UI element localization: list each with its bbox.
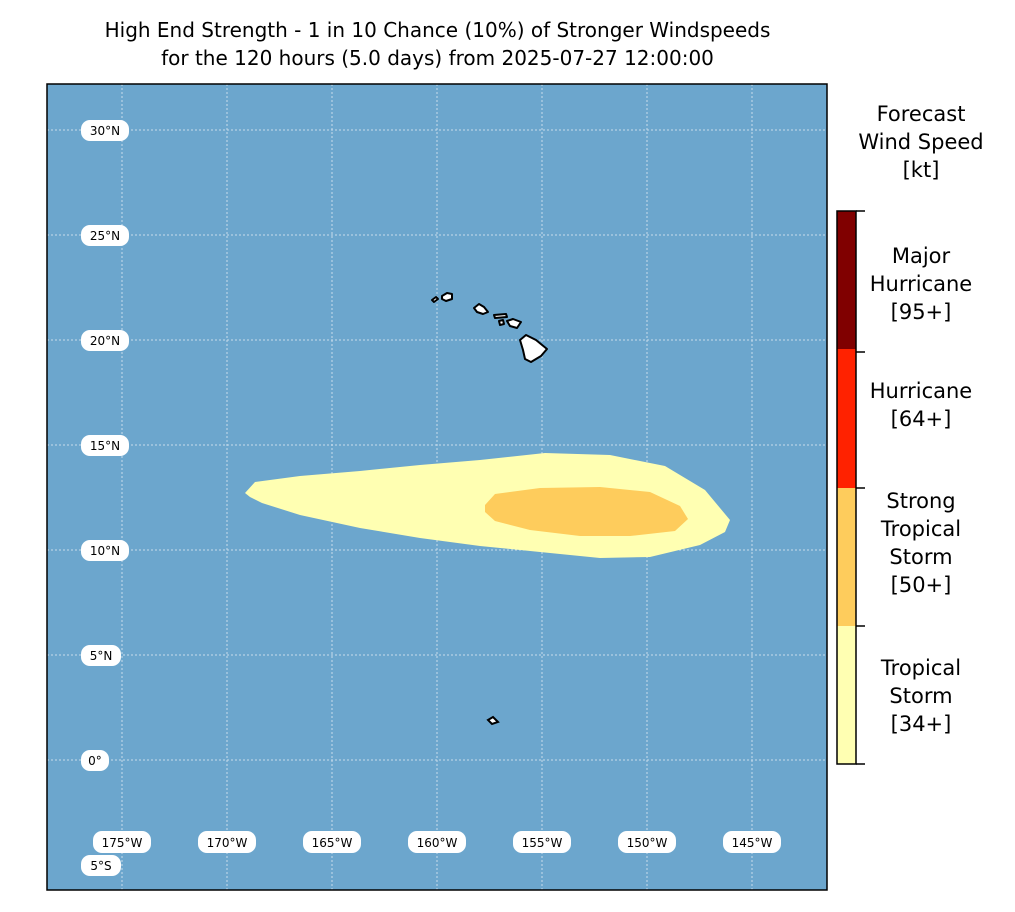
longitude-labels: 175°W 170°W 165°W 160°W 155°W 150°W 145°… bbox=[93, 831, 781, 853]
svg-text:5°N: 5°N bbox=[90, 649, 113, 663]
colorbar-label-strong-tropical-storm: Strong Tropical Storm [50+] bbox=[850, 487, 992, 599]
label-line: Major bbox=[891, 244, 951, 268]
svg-text:150°W: 150°W bbox=[627, 836, 668, 850]
lat-label-5n: 5°N bbox=[81, 645, 121, 666]
latitude-labels: 30°N 25°N 20°N 15°N 10°N 5°N 0° 5°S bbox=[81, 120, 129, 876]
island-maui bbox=[506, 318, 522, 329]
svg-text:175°W: 175°W bbox=[102, 836, 143, 850]
svg-text:0°: 0° bbox=[88, 754, 102, 768]
lat-label-25n: 25°N bbox=[81, 225, 129, 246]
hawaiian-islands bbox=[431, 292, 548, 363]
lat-label-30n: 30°N bbox=[81, 120, 129, 141]
colorbar-segment-hurricane bbox=[837, 349, 856, 488]
svg-text:155°W: 155°W bbox=[522, 836, 563, 850]
lat-label-5s: 5°S bbox=[81, 855, 121, 876]
island-niihau bbox=[431, 296, 439, 303]
label-line: Tropical bbox=[880, 517, 962, 541]
equatorial-island bbox=[486, 715, 500, 726]
svg-text:170°W: 170°W bbox=[207, 836, 248, 850]
colorbar-label-tropical-storm: Tropical Storm [34+] bbox=[850, 654, 992, 738]
title-line-2: for the 120 hours (5.0 days) from 2025-0… bbox=[161, 46, 714, 70]
svg-text:20°N: 20°N bbox=[90, 334, 120, 348]
colorbar-segment-tropical-storm bbox=[837, 626, 856, 764]
svg-text:30°N: 30°N bbox=[90, 124, 120, 138]
gridlines bbox=[47, 84, 827, 890]
label-line: Hurricane bbox=[869, 272, 973, 296]
island-molokai bbox=[493, 313, 508, 319]
label-line: Storm bbox=[889, 684, 953, 708]
lon-label-145w: 145°W bbox=[723, 831, 781, 853]
map-frame bbox=[46, 83, 828, 891]
colorbar-ticks bbox=[856, 210, 865, 765]
label-line: Storm bbox=[889, 545, 953, 569]
lon-label-155w: 155°W bbox=[513, 831, 571, 853]
colorbar bbox=[836, 210, 865, 765]
label-line: [34+] bbox=[890, 712, 952, 736]
lon-label-160w: 160°W bbox=[408, 831, 466, 853]
colorbar-segment-major-hurricane bbox=[837, 211, 856, 349]
colorbar-label-hurricane: Hurricane [64+] bbox=[850, 377, 992, 433]
lat-label-10n: 10°N bbox=[81, 540, 129, 561]
svg-text:5°S: 5°S bbox=[90, 859, 111, 873]
island-oahu bbox=[473, 303, 489, 315]
svg-text:145°W: 145°W bbox=[732, 836, 773, 850]
label-line: Tropical bbox=[880, 656, 962, 680]
colorbar-label-major-hurricane: Major Hurricane [95+] bbox=[850, 242, 992, 326]
label-line: [95+] bbox=[890, 300, 952, 324]
island-kauai bbox=[441, 292, 453, 302]
svg-text:165°W: 165°W bbox=[312, 836, 353, 850]
title-line-1: High End Strength - 1 in 10 Chance (10%)… bbox=[104, 18, 771, 42]
svg-text:10°N: 10°N bbox=[90, 544, 120, 558]
svg-text:25°N: 25°N bbox=[90, 229, 120, 243]
label-line: Hurricane bbox=[869, 379, 973, 403]
island-big-island bbox=[519, 334, 548, 363]
lon-label-175w: 175°W bbox=[93, 831, 151, 853]
strong-tropical-storm-swath bbox=[485, 487, 688, 536]
colorbar-title-line: Forecast bbox=[876, 102, 966, 126]
colorbar-segment-strong-tropical-storm bbox=[837, 488, 856, 626]
label-line: [64+] bbox=[890, 407, 952, 431]
chart-title: High End Strength - 1 in 10 Chance (10%)… bbox=[0, 16, 875, 72]
lat-label-15n: 15°N bbox=[81, 435, 129, 456]
lon-label-165w: 165°W bbox=[303, 831, 361, 853]
lat-label-20n: 20°N bbox=[81, 330, 129, 351]
label-line: Strong bbox=[886, 489, 956, 513]
lon-label-170w: 170°W bbox=[198, 831, 256, 853]
lat-label-0: 0° bbox=[81, 750, 109, 771]
svg-text:15°N: 15°N bbox=[90, 439, 120, 453]
colorbar-title: Forecast Wind Speed [kt] bbox=[836, 100, 1006, 184]
island-lanai bbox=[498, 319, 505, 326]
colorbar-title-line: Wind Speed bbox=[858, 130, 984, 154]
svg-text:160°W: 160°W bbox=[417, 836, 458, 850]
label-line: [50+] bbox=[890, 573, 952, 597]
colorbar-title-line: [kt] bbox=[902, 158, 940, 182]
lon-label-150w: 150°W bbox=[618, 831, 676, 853]
